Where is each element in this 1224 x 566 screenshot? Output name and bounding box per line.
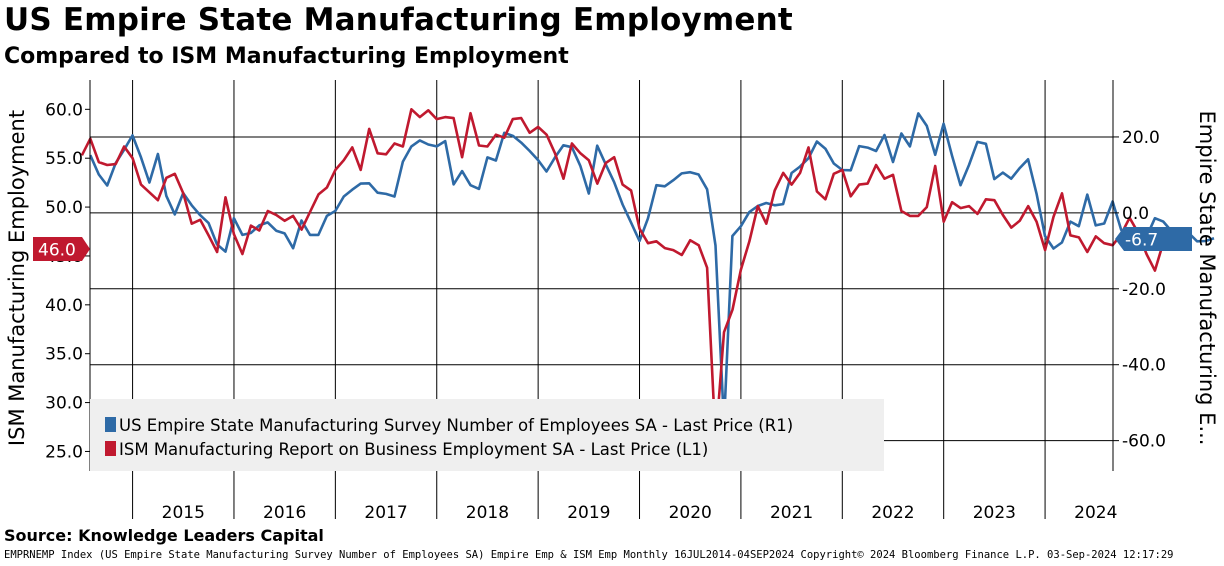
- right-tick-label: 0.0: [1122, 204, 1149, 224]
- left-tick-label: 30.0: [45, 394, 83, 414]
- left-tick-label: 50.0: [45, 198, 83, 218]
- legend-background: [90, 399, 884, 471]
- last-value-badge-empire: -6.7: [1115, 227, 1192, 251]
- legend-label-ism: ISM Manufacturing Report on Business Emp…: [119, 440, 708, 459]
- source-note: Source: Knowledge Leaders Capital: [4, 526, 324, 545]
- right-axis: 20.0 0.0 -20.0 -40.0 -60.0: [1113, 128, 1166, 452]
- right-tick-label: -60.0: [1122, 432, 1166, 452]
- left-axis-label: ISM Manufacturing Employment: [5, 110, 29, 446]
- last-value-empire: -6.7: [1125, 231, 1158, 251]
- chart-subtitle: Compared to ISM Manufacturing Employment: [4, 44, 569, 69]
- last-value-badge-ism: 46.0: [33, 237, 90, 261]
- legend: US Empire State Manufacturing Survey Num…: [90, 399, 884, 471]
- x-tick-label: 2024: [1074, 503, 1117, 523]
- last-value-ism: 46.0: [38, 241, 76, 261]
- x-tick-label: 2023: [973, 503, 1016, 523]
- left-tick-label: 55.0: [45, 149, 83, 169]
- x-tick-label: 2019: [567, 503, 610, 523]
- left-tick-label: 25.0: [45, 442, 83, 462]
- bloomberg-footer: EMPRNEMP Index (US Empire State Manufact…: [4, 549, 1174, 561]
- series-line-empire: [89, 112, 1215, 426]
- x-tick-label: 2021: [770, 503, 813, 523]
- series-line-ism: [80, 108, 1173, 443]
- chart-title: US Empire State Manufacturing Employment: [4, 2, 793, 38]
- legend-swatch-ism: [105, 441, 116, 456]
- x-tick-label: 2015: [162, 503, 205, 523]
- series-layer: [80, 108, 1215, 443]
- last-value-badge-ism-shape: [33, 237, 90, 261]
- left-tick-label: 40.0: [45, 296, 83, 316]
- x-axis: 2015 2016 2017 2018 2019 2020 2021 2022 2023 2024: [132, 471, 1117, 523]
- left-tick-label: 35.0: [45, 345, 83, 365]
- legend-label-empire: US Empire State Manufacturing Survey Num…: [119, 416, 793, 435]
- legend-swatch-empire: [105, 417, 116, 432]
- x-tick-label: 2018: [466, 503, 509, 523]
- x-tick-label: 2022: [871, 503, 914, 523]
- right-tick-label: -20.0: [1122, 280, 1166, 300]
- x-tick-label: 2017: [364, 503, 407, 523]
- right-axis-label: Empire State Manufacturing E...: [1195, 111, 1219, 446]
- right-tick-label: -40.0: [1122, 356, 1166, 376]
- x-tick-label: 2016: [263, 503, 306, 523]
- last-value-badge-empire-shape: [1115, 227, 1192, 251]
- right-tick-label: 20.0: [1122, 128, 1160, 148]
- x-tick-label: 2020: [669, 503, 712, 523]
- left-tick-label: 60.0: [45, 100, 83, 120]
